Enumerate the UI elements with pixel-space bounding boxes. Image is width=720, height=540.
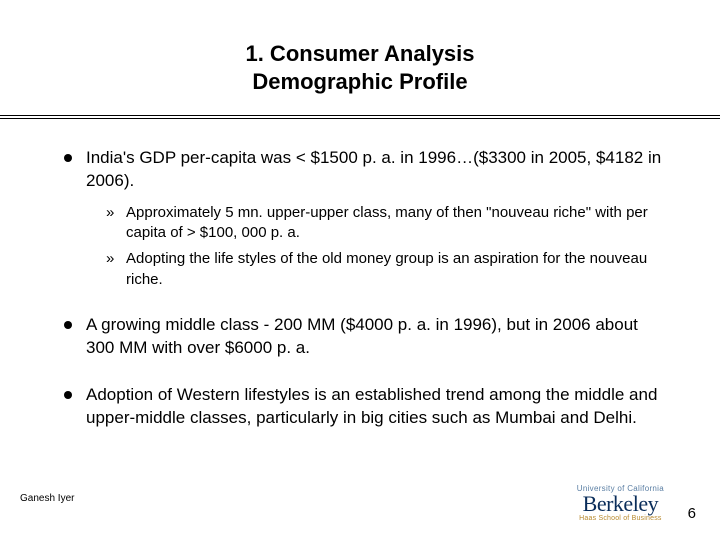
bullet-item: A growing middle class - 200 MM ($4000 p… [58,314,662,360]
author-name: Ganesh Iyer [20,493,74,504]
sub-bullet-item: Approximately 5 mn. upper-upper class, m… [106,203,662,244]
bullet-item: India's GDP per-capita was < $1500 p. a.… [58,147,662,290]
sub-bullet-text: Approximately 5 mn. upper-upper class, m… [126,204,648,241]
title-line-2: Demographic Profile [0,68,720,96]
bullet-text: Adoption of Western lifestyles is an est… [86,385,657,427]
title-line-1: 1. Consumer Analysis [0,40,720,68]
sub-bullet-list: Approximately 5 mn. upper-upper class, m… [106,203,662,290]
berkeley-logo: University of California Berkeley Haas S… [577,485,664,522]
logo-haas-line: Haas School of Business [577,515,664,522]
sub-bullet-item: Adopting the life styles of the old mone… [106,249,662,290]
bullet-list: India's GDP per-capita was < $1500 p. a.… [58,147,662,430]
slide-container: 1. Consumer Analysis Demographic Profile… [0,0,720,540]
bullet-text: A growing middle class - 200 MM ($4000 p… [86,315,638,357]
content-area: India's GDP per-capita was < $1500 p. a.… [0,119,720,430]
bullet-item: Adoption of Western lifestyles is an est… [58,384,662,430]
sub-bullet-text: Adopting the life styles of the old mone… [126,250,647,287]
title-block: 1. Consumer Analysis Demographic Profile [0,0,720,109]
logo-berkeley: Berkeley [577,493,664,515]
page-number: 6 [688,505,696,522]
bullet-text: India's GDP per-capita was < $1500 p. a.… [86,148,661,190]
footer: Ganesh Iyer University of California Ber… [20,476,700,526]
